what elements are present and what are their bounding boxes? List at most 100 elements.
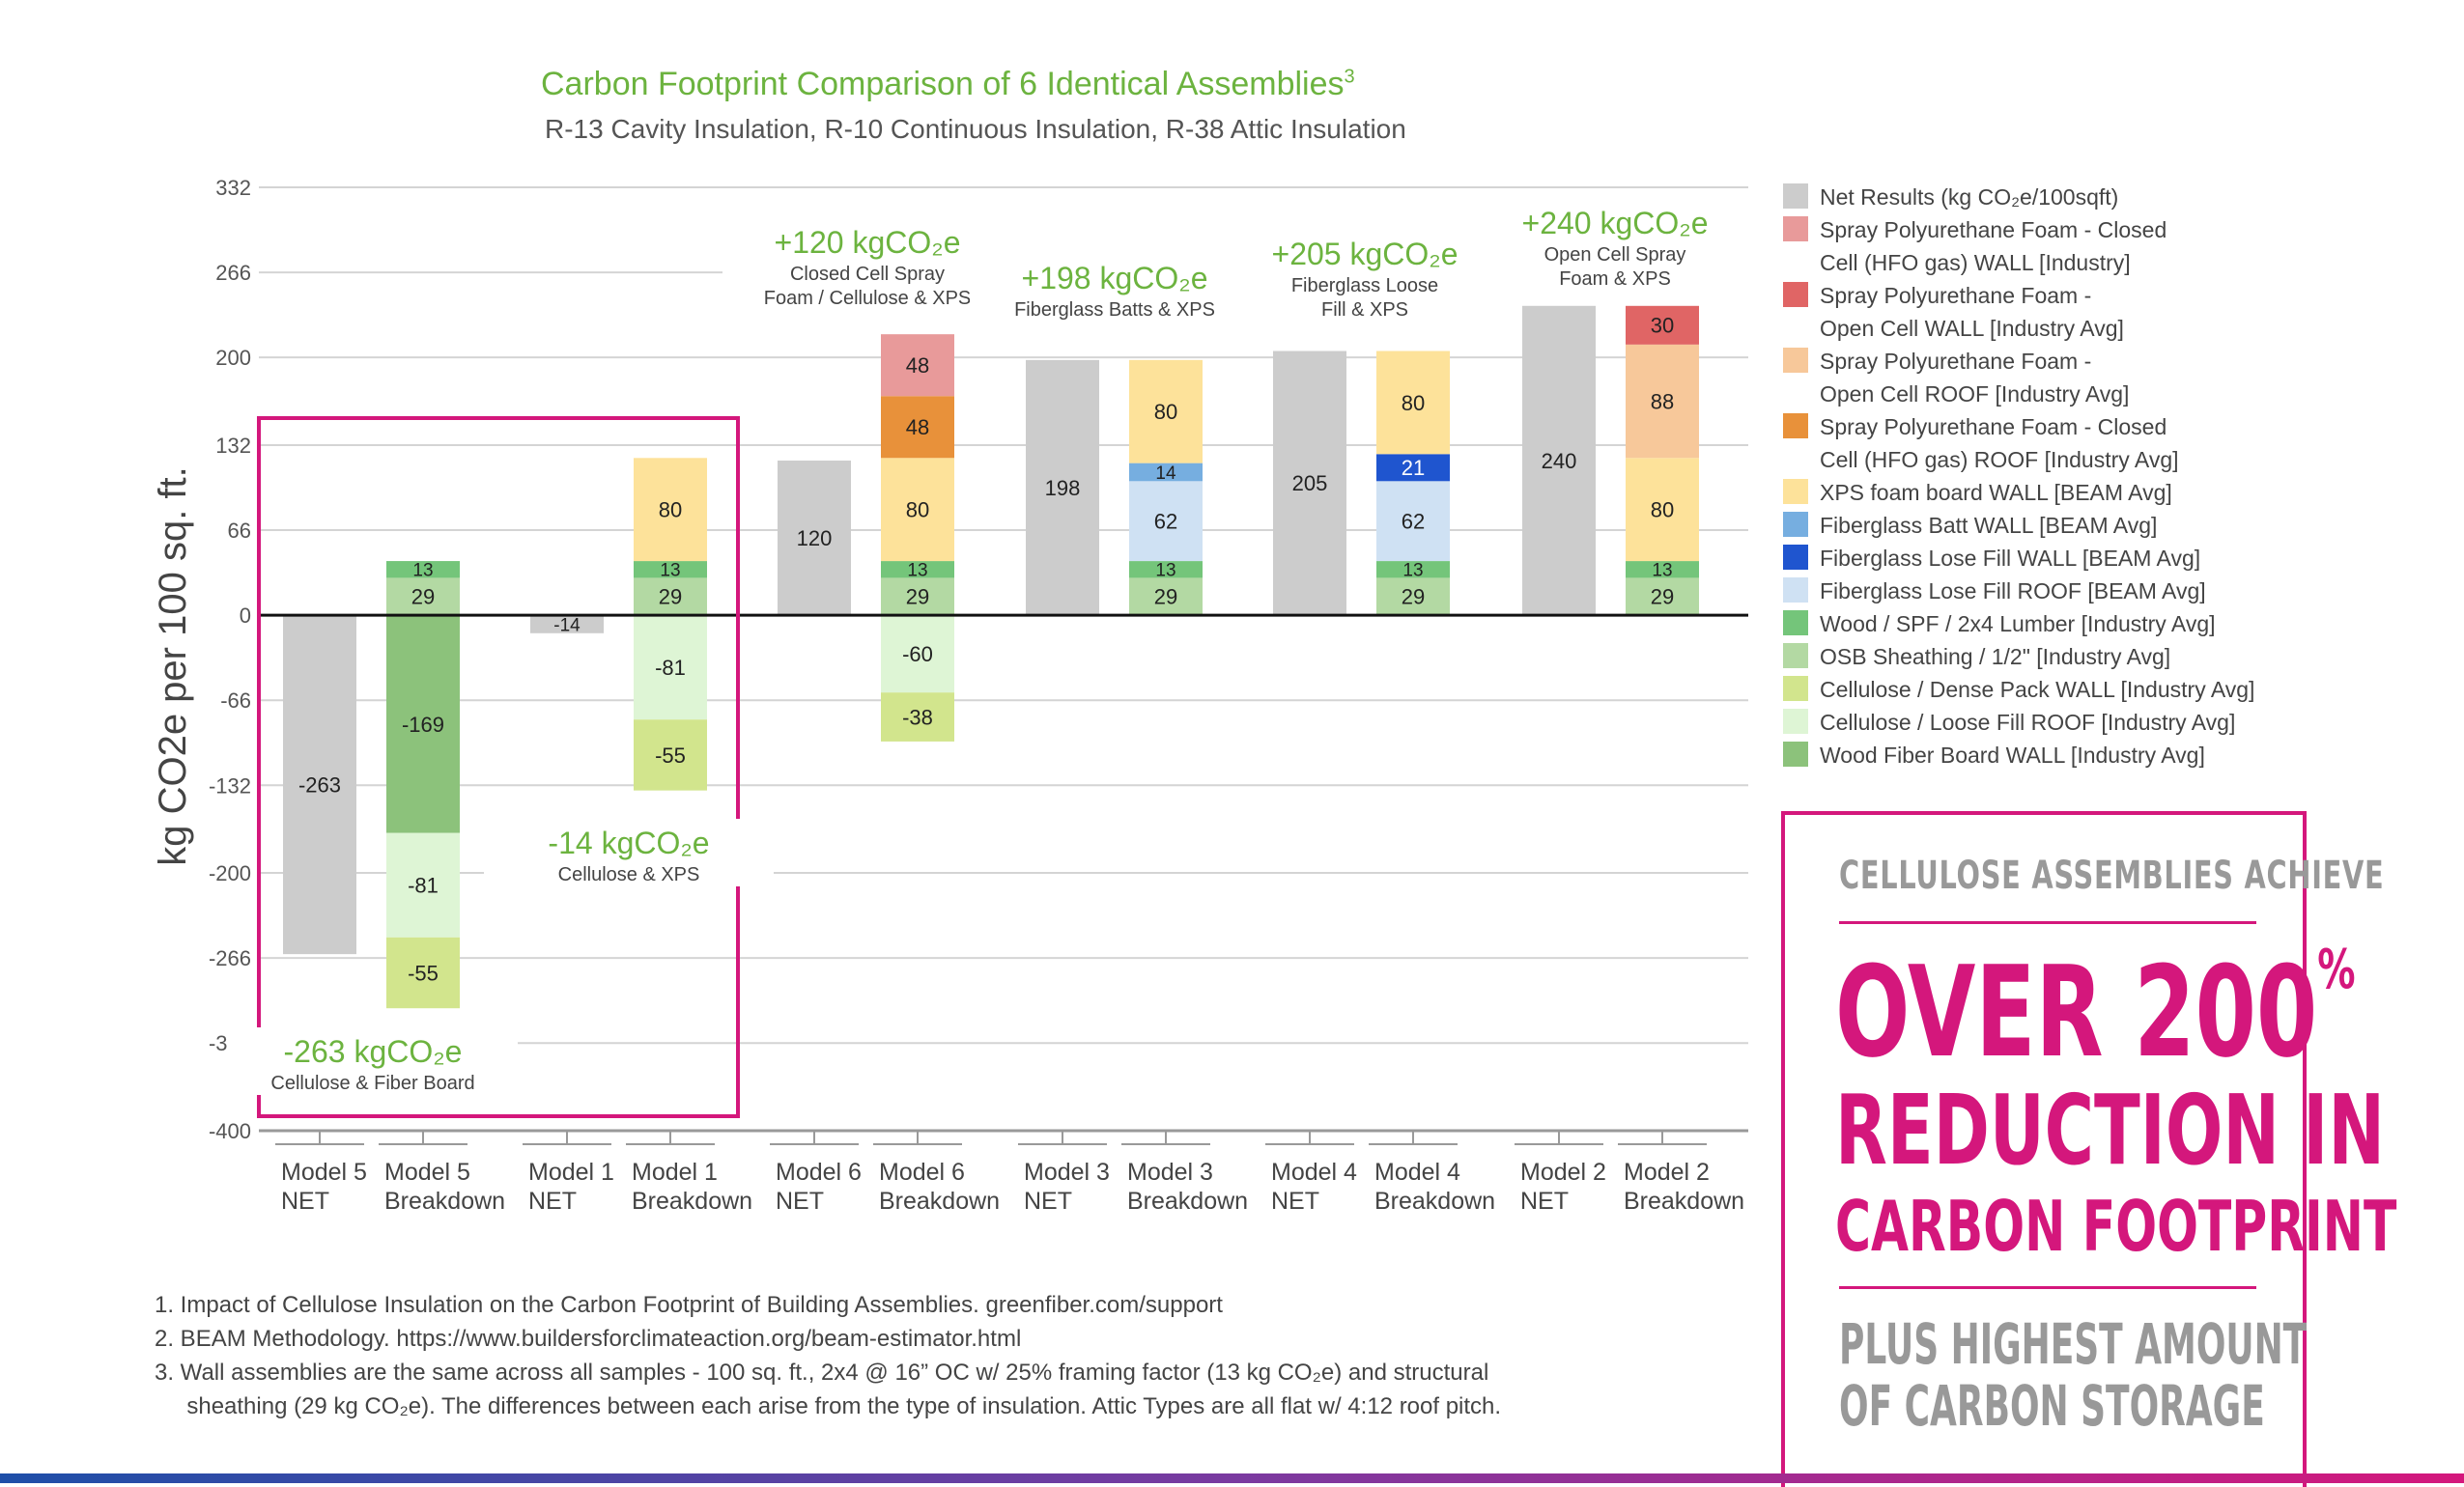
callout-big1-text: OVER 200 [1835, 939, 2318, 1085]
data-label: -81 [408, 874, 439, 898]
bar-segment-osb [881, 577, 954, 616]
annotation-value: -263 kgCO₂e [284, 1034, 463, 1069]
legend-label: Fiberglass Lose Fill ROOF [BEAM Avg] [1820, 578, 2206, 603]
data-label: 29 [1402, 585, 1425, 609]
bar-segment-lumber [1129, 561, 1203, 578]
bar-segment-net [530, 615, 604, 633]
x-tick-label-line2: Breakdown [384, 1188, 505, 1215]
annotation-description: Cellulose & Fiber Board [270, 1073, 474, 1094]
legend-swatch-net [1783, 183, 1808, 209]
legend-label: Cellulose / Dense Pack WALL [Industry Av… [1820, 677, 2254, 702]
bar-segment-lumber [386, 561, 460, 578]
data-label: 13 [412, 561, 433, 581]
y-tick-label: 66 [228, 519, 251, 543]
data-label: -14 [553, 615, 581, 635]
y-tick-label: 200 [215, 346, 251, 370]
annotation-description: Fiberglass Batts & XPS [1014, 299, 1215, 321]
data-label: 48 [906, 353, 929, 378]
x-tick-label: Model 1 [528, 1159, 614, 1186]
bar-segment-cell-dense [881, 692, 954, 742]
data-label: 80 [1651, 498, 1674, 522]
legend-label: Spray Polyurethane Foam - Closed [1820, 217, 2167, 242]
callout-rule-top [1839, 921, 2256, 924]
data-label: 80 [906, 498, 929, 522]
x-tick-label: Model 5 [281, 1159, 367, 1186]
x-tick-label-line2: NET [1271, 1188, 1319, 1215]
bar-segment-spf-closed-wall [881, 334, 954, 397]
annotation-description: Fill & XPS [1321, 299, 1408, 321]
legend-label: Net Results (kg CO₂e/100sqft) [1820, 184, 2118, 210]
footnote-3: 3. Wall assemblies are the same across a… [155, 1360, 1489, 1386]
footnote-3-cont: sheathing (29 kg CO₂e). The differences … [155, 1393, 1502, 1419]
annotation-description: Cellulose & XPS [558, 864, 700, 885]
legend-label: Cellulose / Loose Fill ROOF [Industry Av… [1820, 710, 2235, 735]
data-label: 29 [1154, 585, 1177, 609]
data-label: 48 [906, 415, 929, 439]
y-tick-label: -200 [209, 861, 251, 885]
annotation-background [484, 819, 774, 886]
data-label: 80 [1154, 400, 1177, 424]
data-label: 88 [1651, 389, 1674, 413]
data-label: 29 [411, 585, 435, 609]
bar-segment-net [1026, 359, 1099, 616]
stacked-bar-chart: 332266200132660-66-132-200-266-332-400kg… [152, 176, 2254, 1215]
x-tick-label-line2: NET [776, 1188, 824, 1215]
callout-line2b: OF CARBON STORAGE [1839, 1373, 2265, 1439]
data-label: 30 [1651, 314, 1674, 338]
bottom-gradient-bar [0, 1473, 2464, 1483]
y-tick-label: -400 [209, 1119, 251, 1143]
bar-segment-cell-dense [634, 719, 707, 791]
x-tick-label: Model 4 [1374, 1159, 1460, 1186]
legend-label: Cell (HFO gas) ROOF [Industry Avg] [1820, 447, 2179, 472]
bar-segment-fg-lose-roof [1129, 481, 1203, 562]
bar-segment-cell-dense [386, 937, 460, 1009]
legend-swatch-spf-open-roof [1783, 348, 1808, 373]
annotation-description: Closed Cell Spray [790, 264, 945, 285]
bar-segment-osb [1129, 577, 1203, 616]
annotation: +205 kgCO₂e Fiberglass Loose Fill & XPS [1220, 230, 1510, 323]
x-tick-label: Model 1 [632, 1159, 718, 1186]
legend-label: Cell (HFO gas) WALL [Industry] [1820, 250, 2131, 275]
legend-label: Wood Fiber Board WALL [Industry Avg] [1820, 743, 2205, 768]
callout-big1-sup: % [2317, 939, 2356, 1001]
callout-line2a: PLUS HIGHEST AMOUNT [1839, 1311, 2308, 1377]
legend-label: Open Cell WALL [Industry Avg] [1820, 316, 2124, 341]
annotation-description: Foam & XPS [1559, 268, 1671, 290]
annotation-background [1470, 199, 1760, 292]
bar-segment-wood-fiber [386, 615, 460, 833]
x-tick-label: Model 6 [879, 1159, 965, 1186]
y-tick-label: 0 [240, 603, 251, 628]
data-label: 29 [1651, 585, 1674, 609]
y-tick-label: -66 [220, 688, 251, 713]
y-tick-label: -132 [209, 773, 251, 798]
chart-title: Carbon Footprint Comparison of 6 Identic… [541, 66, 1355, 103]
y-tick-label: -266 [209, 946, 251, 970]
x-tick-label-line2: Breakdown [879, 1188, 1000, 1215]
legend-swatch-spf-closed-roof [1783, 413, 1808, 438]
legend-label: XPS foam board WALL [BEAM Avg] [1820, 480, 2172, 505]
legend-label: Spray Polyurethane Foam - Closed [1820, 414, 2167, 439]
x-tick-label: Model 4 [1271, 1159, 1357, 1186]
legend-swatch-xps [1783, 479, 1808, 504]
data-label: 13 [1155, 561, 1175, 581]
x-tick-label-line2: Breakdown [1624, 1188, 1744, 1215]
bar-segment-lumber [1376, 561, 1450, 578]
data-label: 21 [1402, 456, 1425, 480]
annotation: -14 kgCO₂e Cellulose & XPS [484, 819, 774, 886]
legend-swatch-fg-lose-wall [1783, 545, 1808, 570]
legend-swatch-cell-loose [1783, 709, 1808, 734]
bar-segment-lumber [634, 561, 707, 578]
x-tick-label: Model 6 [776, 1159, 862, 1186]
data-label: 29 [906, 585, 929, 609]
legend-swatch-fg-lose-roof [1783, 577, 1808, 603]
bar-segment-net [1522, 305, 1596, 616]
legend-swatch-wood-fiber [1783, 742, 1808, 767]
bar-segment-cell-loose [881, 615, 954, 693]
legend-swatch-fg-batt [1783, 512, 1808, 537]
data-label: 29 [659, 585, 682, 609]
x-tick-label-line2: Breakdown [1127, 1188, 1248, 1215]
legend-label: Spray Polyurethane Foam - [1820, 349, 2091, 374]
data-label: -55 [408, 961, 439, 985]
